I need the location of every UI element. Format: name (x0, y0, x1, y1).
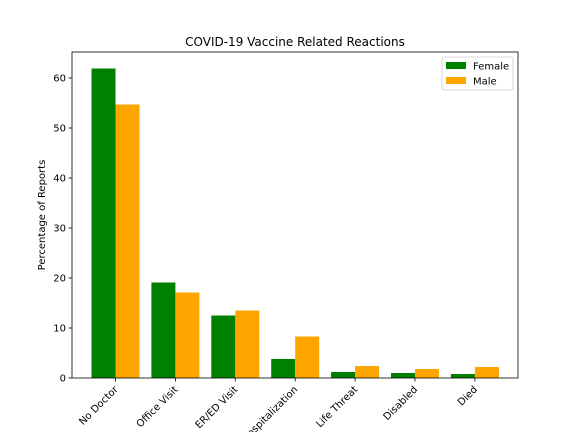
bar-male-0 (115, 104, 140, 378)
bars-group (91, 68, 499, 378)
y-tick-label: 40 (53, 174, 66, 185)
bar-male-2 (235, 310, 260, 378)
y-tick-label: 30 (53, 224, 66, 235)
y-tick-label: 10 (53, 324, 66, 335)
bar-female-2 (211, 315, 236, 378)
bar-female-6 (450, 374, 475, 378)
bar-female-3 (271, 359, 296, 378)
legend-swatch-male (446, 77, 466, 84)
x-tick-label: No Doctor (77, 384, 121, 428)
bar-female-4 (331, 372, 356, 378)
y-tick-label: 0 (60, 374, 66, 385)
legend: Female Male (441, 56, 514, 91)
x-tick-label: Life Threat (314, 384, 360, 430)
y-tick-label: 60 (53, 74, 66, 85)
x-tick-label: ER/ED Visit (194, 384, 241, 431)
legend-label-female: Female (473, 62, 509, 73)
x-tick-label: Office Visit (135, 384, 181, 430)
bar-female-0 (91, 68, 116, 378)
bar-male-3 (295, 336, 320, 378)
legend-label-male: Male (473, 77, 497, 88)
y-tick-label: 50 (53, 124, 66, 135)
chart-title: COVID-19 Vaccine Related Reactions (185, 35, 405, 49)
y-axis-ticks: 0 10 20 30 40 50 60 (53, 74, 72, 385)
y-axis-label: Percentage of Reports (37, 160, 48, 271)
bar-male-6 (474, 367, 499, 378)
x-axis-ticks: No Doctor Office Visit ER/ED Visit Hospital… (77, 378, 480, 432)
legend-swatch-female (446, 62, 466, 69)
bar-female-1 (151, 282, 176, 378)
x-tick-label: Hospitalization (240, 384, 300, 432)
y-tick-label: 20 (53, 274, 66, 285)
x-tick-label: Disabled (382, 384, 421, 423)
x-tick-label: Died (456, 384, 480, 408)
bar-female-5 (391, 373, 415, 378)
bar-male-1 (175, 292, 200, 378)
bar-male-5 (415, 369, 439, 378)
bar-male-4 (355, 366, 380, 378)
